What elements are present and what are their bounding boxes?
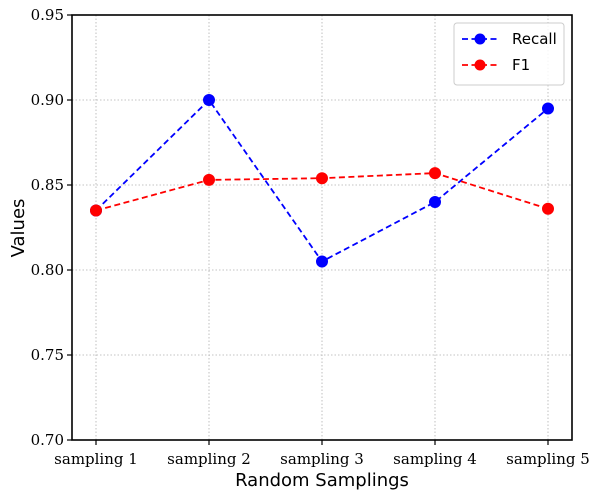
data-point-recall [203, 94, 215, 106]
y-axis-title: Values [8, 199, 29, 258]
data-point-f1 [316, 172, 328, 185]
y-tick-label: 0.80 [31, 261, 64, 279]
y-tick-label: 0.90 [31, 91, 64, 109]
legend: Recall F1 [453, 22, 565, 86]
legend-marker-f1 [474, 59, 486, 71]
axis-ticks: 0.70 0.75 0.80 0.85 0.90 0.95 sampling 1 sampli… [31, 6, 590, 468]
y-tick-label: 0.95 [31, 6, 64, 24]
y-tick-label: 0.85 [31, 176, 64, 194]
data-point-f1 [203, 173, 215, 186]
data-point-f1 [90, 204, 102, 217]
legend-label-f1: F1 [512, 56, 530, 74]
legend-marker-recall [474, 33, 486, 45]
x-tick-label: sampling 2 [167, 450, 251, 468]
x-tick-label: sampling 5 [506, 450, 590, 468]
data-point-recall [429, 196, 441, 208]
x-tick-label: sampling 4 [393, 450, 477, 468]
data-point-recall [542, 102, 554, 115]
y-tick-label: 0.70 [31, 431, 64, 449]
series-layer [90, 94, 554, 268]
data-point-f1 [429, 167, 441, 180]
grid-lines [72, 15, 572, 440]
x-tick-label: sampling 1 [54, 450, 138, 468]
x-tick-label: sampling 3 [280, 450, 364, 468]
y-tick-label: 0.75 [31, 346, 64, 364]
x-axis-title: Random Samplings [235, 470, 409, 491]
data-point-f1 [542, 202, 554, 215]
data-point-recall [316, 255, 328, 268]
legend-label-recall: Recall [512, 30, 557, 48]
